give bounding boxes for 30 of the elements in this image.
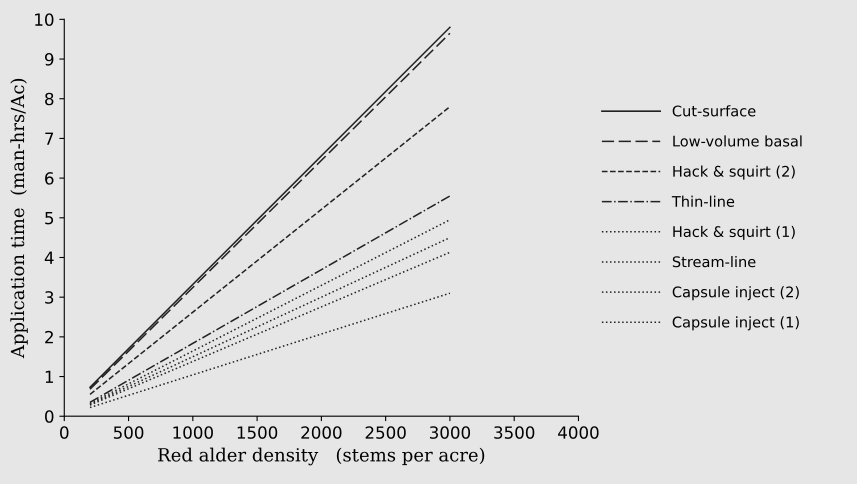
y-tick-label: 3 [45, 291, 54, 304]
x-tick-label: 1000 [173, 426, 213, 439]
x-tick-label: 3500 [494, 426, 534, 439]
x-tick-label: 500 [114, 426, 144, 439]
y-tick-label: 6 [45, 172, 54, 185]
y-tick-label: 2 [45, 330, 53, 344]
x-tick-label: 0 [60, 426, 68, 439]
y-tick-label: 0 [45, 410, 54, 423]
legend-label: Thin-line [672, 196, 734, 207]
x-tick-label: 4000 [558, 426, 599, 439]
x-tick-label: 1500 [238, 426, 278, 439]
y-tick-label: 9 [45, 53, 54, 66]
y-tick-label: 8 [45, 92, 54, 106]
x-tick-label: 2000 [301, 426, 342, 439]
y-tick-label: 5 [45, 212, 54, 224]
x-tick-label: 3000 [430, 426, 470, 439]
legend-label: Capsule inject (2) [672, 286, 799, 300]
legend-label: Hack & squirt (1) [673, 226, 795, 240]
y-tick-label: 10 [35, 13, 54, 26]
legend-label: Cut-surface [672, 105, 756, 116]
legend-label: Low-volume basal [673, 135, 802, 147]
legend-label: Capsule inject (1) [672, 316, 799, 330]
y-axis-title: Application time (man-hrs/Ac) [10, 78, 28, 358]
y-tick-label: 7 [45, 132, 54, 145]
x-axis-title: Red alder density (stems per acre) [158, 448, 484, 466]
y-tick-label: 4 [44, 252, 54, 264]
legend-label: Stream-line [672, 256, 756, 268]
legend-label: Hack & squirt (2) [673, 166, 795, 180]
y-tick-label: 1 [46, 370, 54, 383]
x-tick-label: 2500 [366, 426, 406, 439]
